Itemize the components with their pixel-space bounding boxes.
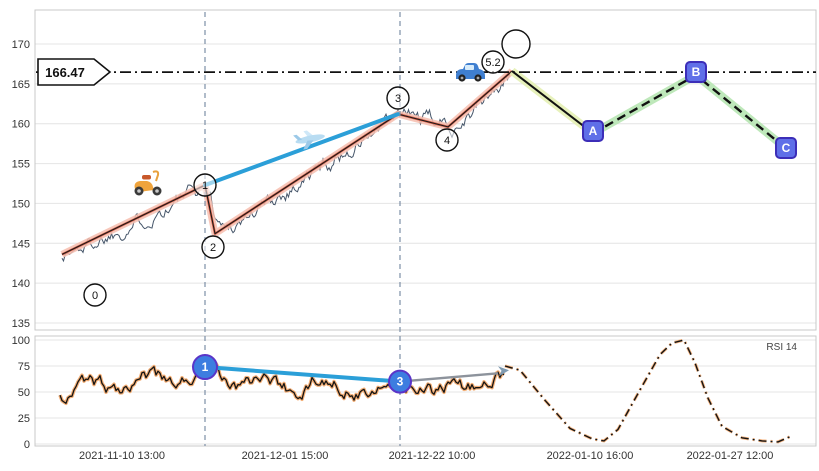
y-tick-label: 155	[12, 159, 30, 171]
projection-lines	[509, 67, 789, 152]
rsi-marker-label: 3	[397, 375, 404, 389]
wave-marker-4[interactable]	[435, 128, 459, 152]
abc-glow	[591, 71, 789, 152]
y-tick-label: 160	[12, 119, 30, 131]
wave-lines	[60, 68, 515, 258]
wave-marker-0[interactable]	[83, 283, 107, 307]
grid-and-axes: 17016516015515014514013510075502502021-1…	[12, 9, 817, 462]
rsi-y-tick-label: 100	[12, 335, 30, 347]
price-series	[61, 71, 513, 263]
scooter-hub	[137, 189, 141, 193]
car-hub	[460, 76, 464, 80]
annotations-overlay: 166.47 RSI 14	[37, 58, 797, 353]
scooter-hub	[155, 189, 159, 193]
rsi-y-tick-label: 25	[18, 413, 30, 425]
x-tick-label: 2022-01-27 12:00	[687, 450, 774, 462]
price-level-value: 166.47	[45, 65, 85, 80]
wave-marker-label: 0	[92, 290, 98, 302]
abc-dashed-line[interactable]	[592, 73, 787, 150]
scooter-handlebar	[152, 170, 160, 182]
wave-marker-label: 5.2	[485, 57, 500, 69]
rsi-y-tick-label: 50	[18, 387, 30, 399]
rsi-wave-marker-1[interactable]	[192, 354, 218, 381]
wave-marker-label: 3	[395, 93, 401, 105]
wave-glow-line	[60, 68, 515, 258]
rsi-line	[59, 359, 505, 404]
wave-marker-1[interactable]	[193, 173, 217, 197]
x-tick-label: 2021-12-01 15:00	[242, 450, 329, 462]
wave-outline	[61, 70, 513, 255]
rsi-gray-line[interactable]	[399, 372, 499, 383]
y-tick-label: 145	[12, 238, 30, 250]
airplane-wing-down	[303, 140, 314, 150]
rsi-cursor-icon	[498, 366, 509, 377]
scooter-seat	[142, 175, 151, 180]
y-tick-label: 170	[12, 39, 30, 51]
rsi-y-tick-label: 75	[18, 361, 30, 373]
wave-marker-5.2[interactable]	[481, 50, 505, 74]
wave-marker-extra[interactable]	[501, 29, 531, 59]
y-tick-label: 135	[12, 318, 30, 330]
impulse-trend-line[interactable]	[203, 112, 400, 188]
y-tick-label: 165	[12, 79, 30, 91]
rsi-wave-marker-3[interactable]	[388, 369, 412, 394]
wave-marker-3[interactable]	[386, 86, 410, 110]
airplane-icon[interactable]	[293, 127, 327, 151]
car-icon[interactable]	[456, 63, 485, 82]
abc-marker-label: C	[782, 141, 791, 155]
price-line	[61, 71, 513, 263]
rsi-projection-line	[504, 339, 791, 443]
rsi-marker-label: 1	[202, 360, 209, 374]
wave-marker-label: 2	[210, 242, 216, 254]
car-window	[465, 65, 474, 70]
rsi-title: RSI 14	[766, 342, 797, 353]
car-hub	[476, 76, 480, 80]
x-tick-label: 2021-12-22 10:00	[389, 450, 476, 462]
abc-marker-label: A	[589, 124, 598, 138]
wave5-a-line[interactable]	[511, 70, 594, 135]
rsi-y-tick-label: 0	[24, 439, 30, 451]
y-tick-label: 150	[12, 198, 30, 210]
x-tick-label: 2021-11-10 13:00	[79, 450, 165, 462]
abc-marker-A[interactable]	[582, 120, 604, 142]
scooter-icon[interactable]	[134, 170, 162, 196]
rsi-markers: 13	[192, 354, 412, 394]
rsi-trend-line[interactable]	[203, 365, 402, 384]
y-tick-label: 140	[12, 278, 30, 290]
abc-marker-label: B	[692, 65, 701, 79]
abc-markers: A B C	[582, 61, 797, 159]
wave-marker-label: 1	[202, 180, 208, 192]
rsi-series	[58, 338, 791, 444]
x-tick-label: 2022-01-10 16:00	[547, 450, 634, 462]
abc-marker-C[interactable]	[775, 137, 797, 159]
wave-markers: 0 1 2 3 4 5.2	[83, 29, 531, 307]
wave-marker-2[interactable]	[201, 235, 225, 259]
rsi-projection-glow	[504, 338, 791, 444]
rsi-panel-border	[34, 335, 817, 447]
price-tag-shape	[37, 58, 112, 86]
wave-line[interactable]	[61, 70, 513, 256]
airplane-tail	[293, 134, 303, 141]
abc-marker-B[interactable]	[685, 61, 707, 83]
main-panel-border	[34, 9, 817, 331]
wave-marker-label: 4	[444, 135, 450, 147]
airplane-fuselage	[295, 134, 325, 144]
price-level-tag[interactable]: 166.47	[37, 58, 112, 86]
